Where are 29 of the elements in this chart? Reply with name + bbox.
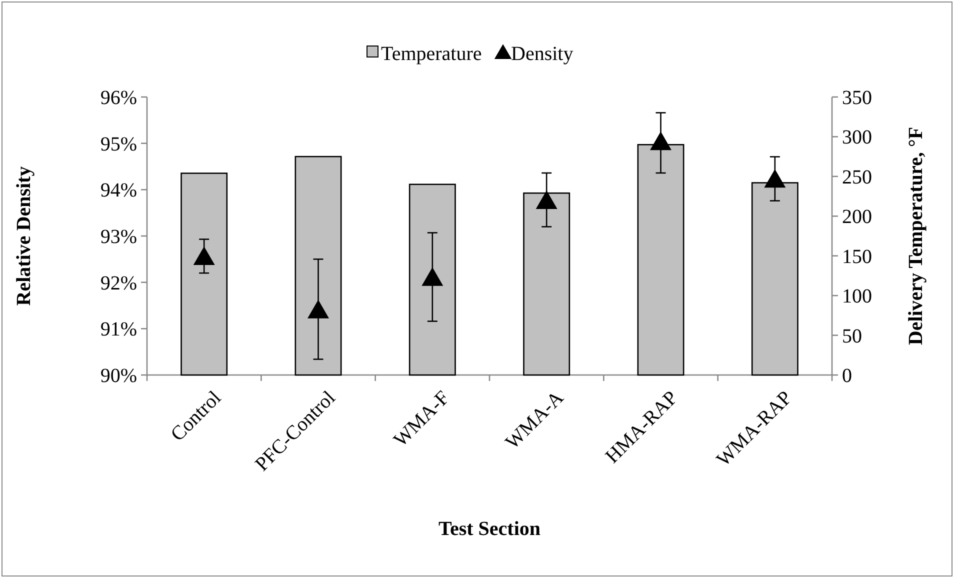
point xyxy=(422,267,444,286)
y-tick-label: 90% xyxy=(100,365,137,387)
y-tick-label: 91% xyxy=(100,318,137,341)
y2-tick-label: 0 xyxy=(842,365,852,387)
point xyxy=(308,300,329,318)
y-tick-label: 93% xyxy=(100,226,137,248)
y2-tick-label: 350 xyxy=(842,87,872,109)
bar xyxy=(408,184,456,376)
y2-tick-label: 250 xyxy=(842,166,872,188)
y2-tick-label: 100 xyxy=(842,286,872,308)
legend-label: Density xyxy=(511,43,574,65)
y-tick-label: 94% xyxy=(100,180,137,202)
y2-tick-label: 300 xyxy=(842,126,872,149)
y-axis-title: Relative Density xyxy=(13,166,35,306)
y-tick-label: 95% xyxy=(100,133,137,156)
point xyxy=(650,132,672,150)
bar xyxy=(180,172,228,376)
y2-tick-label: 150 xyxy=(842,246,872,268)
y2-axis-title: Delivery Temperature, °F xyxy=(905,126,927,346)
y2-tick-label: 200 xyxy=(842,206,872,228)
y2-tick-label: 50 xyxy=(842,325,862,348)
bar xyxy=(294,156,342,376)
x-axis-title: Test Section xyxy=(438,518,541,540)
y-tick-label: 92% xyxy=(100,272,137,294)
point xyxy=(764,169,786,188)
point xyxy=(536,190,558,209)
legend-label: Temperature xyxy=(381,43,482,65)
y-tick-label: 96% xyxy=(100,87,137,109)
point xyxy=(193,246,215,266)
